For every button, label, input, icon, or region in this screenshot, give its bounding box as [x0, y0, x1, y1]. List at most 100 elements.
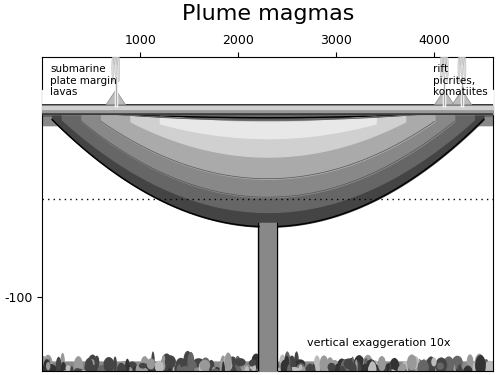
Ellipse shape [84, 364, 96, 372]
Ellipse shape [268, 363, 278, 375]
Ellipse shape [425, 359, 430, 369]
Text: submarine
plate margin
lavas: submarine plate margin lavas [50, 64, 117, 98]
Ellipse shape [109, 361, 116, 375]
Ellipse shape [45, 364, 56, 373]
Ellipse shape [62, 370, 68, 375]
Ellipse shape [56, 357, 62, 375]
Ellipse shape [483, 359, 489, 372]
Title: Plume magmas: Plume magmas [182, 4, 354, 24]
Ellipse shape [214, 367, 220, 374]
Ellipse shape [160, 362, 168, 375]
Ellipse shape [139, 363, 147, 369]
Ellipse shape [370, 372, 380, 375]
Ellipse shape [257, 370, 265, 375]
Ellipse shape [130, 368, 141, 375]
Ellipse shape [295, 363, 306, 375]
Ellipse shape [368, 364, 376, 374]
Ellipse shape [460, 44, 463, 77]
Ellipse shape [153, 369, 158, 375]
Ellipse shape [46, 362, 50, 370]
Ellipse shape [472, 362, 477, 375]
Ellipse shape [210, 370, 213, 375]
Ellipse shape [307, 364, 314, 375]
Ellipse shape [89, 366, 94, 375]
Ellipse shape [162, 355, 166, 370]
Ellipse shape [446, 54, 448, 82]
Ellipse shape [224, 370, 226, 375]
Ellipse shape [212, 367, 215, 375]
Ellipse shape [60, 362, 66, 375]
Ellipse shape [384, 363, 394, 375]
Ellipse shape [74, 360, 80, 371]
Ellipse shape [223, 360, 232, 371]
Ellipse shape [440, 54, 442, 82]
Ellipse shape [60, 353, 65, 373]
Ellipse shape [40, 356, 47, 374]
Ellipse shape [320, 356, 328, 374]
Ellipse shape [49, 369, 55, 375]
Ellipse shape [43, 359, 51, 375]
Ellipse shape [414, 366, 424, 375]
Ellipse shape [133, 366, 137, 375]
Ellipse shape [88, 356, 97, 375]
Ellipse shape [453, 370, 464, 375]
Ellipse shape [422, 360, 433, 375]
Ellipse shape [192, 362, 196, 369]
Ellipse shape [118, 361, 130, 375]
Ellipse shape [244, 366, 250, 375]
Ellipse shape [190, 361, 194, 375]
Ellipse shape [164, 372, 167, 375]
Ellipse shape [288, 367, 300, 373]
Ellipse shape [100, 374, 107, 375]
Ellipse shape [287, 364, 292, 375]
Ellipse shape [176, 364, 182, 375]
Ellipse shape [254, 368, 265, 375]
Text: rift
picrites,
komatiites: rift picrites, komatiites [432, 64, 488, 98]
Ellipse shape [395, 370, 404, 375]
Ellipse shape [437, 363, 444, 370]
Ellipse shape [284, 351, 290, 372]
Ellipse shape [393, 369, 404, 375]
Ellipse shape [305, 364, 316, 375]
Ellipse shape [92, 367, 102, 375]
Ellipse shape [422, 358, 426, 375]
Ellipse shape [389, 358, 400, 375]
Ellipse shape [412, 356, 419, 369]
Ellipse shape [436, 364, 446, 375]
Ellipse shape [396, 367, 407, 373]
Ellipse shape [86, 368, 92, 375]
Ellipse shape [466, 354, 473, 369]
Ellipse shape [176, 358, 186, 371]
Ellipse shape [46, 365, 51, 375]
Ellipse shape [88, 357, 90, 374]
Ellipse shape [153, 362, 157, 372]
Ellipse shape [227, 374, 236, 375]
Ellipse shape [425, 374, 430, 375]
Ellipse shape [48, 358, 50, 369]
Ellipse shape [383, 369, 386, 375]
Ellipse shape [399, 370, 404, 375]
Ellipse shape [271, 374, 274, 375]
Ellipse shape [184, 354, 193, 371]
Ellipse shape [371, 360, 374, 374]
Ellipse shape [346, 374, 350, 375]
Ellipse shape [320, 359, 324, 375]
Polygon shape [106, 90, 126, 105]
Ellipse shape [409, 372, 416, 375]
Ellipse shape [365, 360, 373, 375]
Ellipse shape [455, 369, 460, 375]
Ellipse shape [274, 360, 280, 375]
Ellipse shape [114, 42, 115, 65]
Ellipse shape [418, 362, 422, 375]
Ellipse shape [254, 368, 266, 375]
Ellipse shape [136, 370, 142, 375]
Ellipse shape [198, 362, 205, 374]
Ellipse shape [280, 360, 288, 375]
Ellipse shape [260, 363, 262, 375]
Ellipse shape [424, 370, 428, 375]
Ellipse shape [277, 367, 283, 375]
Ellipse shape [174, 365, 177, 373]
Ellipse shape [273, 363, 281, 375]
Ellipse shape [88, 359, 96, 370]
Ellipse shape [74, 368, 80, 375]
